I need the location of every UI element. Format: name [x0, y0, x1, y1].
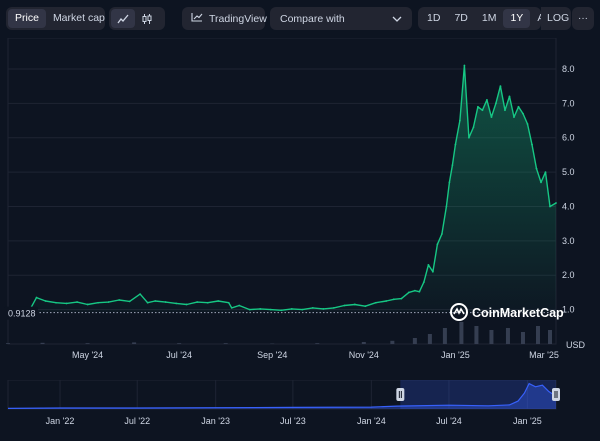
price-chart-svg: 0.9128 1.0 2.0 3.0 4.0 5.0 6.0 7.0 8.0 May '24 J… [0, 38, 600, 364]
range-1y[interactable]: 1Y [503, 9, 530, 28]
volume-bar [390, 341, 394, 344]
navigator-tick-label: Jan '24 [357, 416, 386, 426]
line-chart-icon[interactable] [111, 9, 135, 28]
range-7d[interactable]: 7D [447, 9, 474, 28]
navigator-tick-label: Jan '25 [513, 416, 542, 426]
x-tick-label: Jan '25 [441, 350, 470, 360]
x-tick-label: May '24 [72, 350, 103, 360]
volume-bar [413, 338, 417, 344]
y-tick-label: 5.0 [562, 167, 575, 177]
more-icon: ··· [578, 13, 588, 24]
log-toggle-wrap: LOG [541, 7, 571, 30]
volume-bar [132, 342, 136, 344]
range-1d[interactable]: 1D [420, 9, 447, 28]
tab-market-cap[interactable]: Market cap [46, 9, 112, 28]
navigator-tick-label: Jul '22 [124, 416, 150, 426]
volume-bar [459, 322, 463, 344]
handle-body [552, 388, 560, 401]
navigator-tick-label: Jul '23 [280, 416, 306, 426]
volume-bar [362, 342, 366, 344]
volume-bar [536, 326, 540, 344]
y-axis-unit: USD [566, 340, 586, 350]
tradingview-chart-icon [191, 12, 203, 25]
navigator-left-handle[interactable] [396, 388, 404, 401]
price-marketcap-toggle: Price Market cap [6, 7, 105, 30]
volume-bar [224, 343, 228, 344]
candlestick-icon[interactable] [135, 9, 159, 28]
y-tick-label: 8.0 [562, 64, 575, 74]
handle-body [396, 388, 404, 401]
navigator-tick-label: Jan '23 [201, 416, 230, 426]
log-scale-toggle[interactable]: LOG [543, 9, 573, 28]
volume-bar [6, 343, 10, 344]
chevron-down-icon [392, 13, 402, 25]
tradingview-button[interactable]: TradingView [182, 7, 265, 30]
compare-with-dropdown[interactable]: Compare with [270, 7, 412, 30]
time-range-selector: 1D 7D 1M 1Y All [418, 7, 541, 30]
volume-bar [443, 328, 447, 344]
y-tick-label: 6.0 [562, 133, 575, 143]
range-1m[interactable]: 1M [475, 9, 504, 28]
reference-value-label: 0.9128 [8, 309, 36, 319]
price-chart: 0.9128 1.0 2.0 3.0 4.0 5.0 6.0 7.0 8.0 May '24 J… [0, 38, 600, 364]
navigator-right-handle[interactable] [552, 388, 560, 401]
x-tick-label: Nov '24 [349, 350, 379, 360]
navigator-svg: Jan '22 Jul '22 Jan '23 Jul '23 Jan '24 Jul '… [0, 380, 600, 436]
volume-bar [506, 328, 510, 344]
y-tick-label: 7.0 [562, 98, 575, 108]
more-options-button[interactable]: ··· [572, 7, 594, 30]
y-tick-label: 1.0 [562, 305, 575, 315]
volume-bar [428, 334, 432, 344]
chart-style-toggle [109, 7, 165, 30]
y-tick-label: 2.0 [562, 270, 575, 280]
range-navigator[interactable]: Jan '22 Jul '22 Jan '23 Jul '23 Jan '24 Jul '… [0, 380, 600, 436]
y-tick-label: 4.0 [562, 201, 575, 211]
volume-bar [315, 343, 319, 344]
volume-bar [489, 330, 493, 344]
navigator-selection [400, 380, 556, 409]
volume-bar [474, 326, 478, 344]
volume-bar [521, 332, 525, 344]
tradingview-label: TradingView [209, 13, 267, 25]
chart-toolbar: Price Market cap TradingView Compare wit… [6, 7, 594, 30]
watermark-text: CoinMarketCap [472, 306, 564, 320]
compare-with-label: Compare with [280, 13, 345, 25]
x-tick-label: Mar '25 [529, 350, 559, 360]
navigator-tick-label: Jan '22 [46, 416, 75, 426]
volume-bar [41, 343, 45, 344]
volume-bar [86, 343, 90, 344]
x-tick-label: Sep '24 [257, 350, 287, 360]
tab-price[interactable]: Price [8, 9, 46, 28]
volume-bar [177, 343, 181, 344]
navigator-tick-label: Jul '24 [436, 416, 462, 426]
x-tick-label: Jul '24 [166, 350, 192, 360]
volume-bar [548, 330, 552, 344]
y-tick-label: 3.0 [562, 236, 575, 246]
